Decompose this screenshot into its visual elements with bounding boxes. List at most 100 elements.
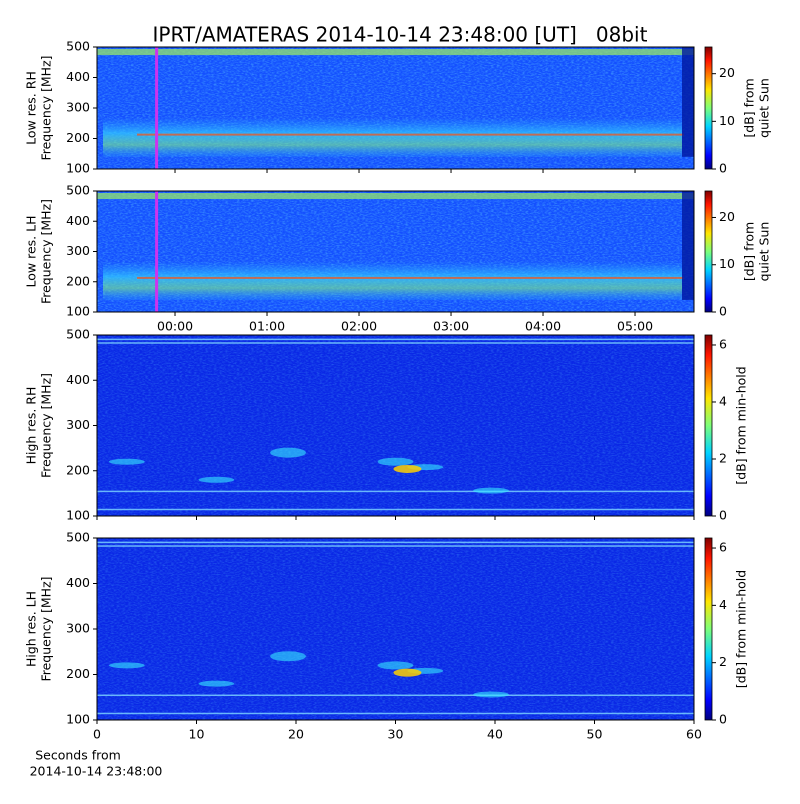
spectrogram-noise: [97, 538, 694, 720]
y-tick-label: 300: [66, 621, 90, 636]
emission-band: [103, 117, 682, 157]
y-tick-label: 500: [66, 183, 90, 198]
x-tick-label: 05:00: [617, 319, 653, 334]
freq-line: [97, 490, 694, 493]
colorbar-tick-label: 10: [719, 113, 735, 128]
colorbar: [704, 537, 713, 721]
colorbar-label: quiet Sun: [757, 222, 772, 282]
y-tick-label: 400: [66, 69, 90, 84]
y-axis-label: Frequency [MHz]: [39, 373, 54, 478]
x-axis-label: Seconds from: [35, 748, 121, 763]
freq-line: [97, 338, 694, 341]
burst-strong: [393, 668, 422, 677]
colorbar: [704, 46, 713, 170]
top-band: [97, 193, 694, 200]
spectrogram-noise: [97, 335, 694, 516]
x-axis-label: 2014-10-14 23:48:00: [30, 764, 163, 779]
y-tick-label: 200: [66, 462, 90, 477]
y-tick-label: 200: [66, 666, 90, 681]
spectrogram: [97, 191, 694, 312]
colorbar-label: [dB] from min-hold: [734, 366, 749, 484]
y-tick-label: 400: [66, 372, 90, 387]
colorbar-tick-label: 6: [719, 540, 727, 555]
y-tick-label: 500: [66, 327, 90, 342]
x-tick-label: 03:00: [433, 319, 469, 334]
burst: [198, 680, 235, 687]
freq-line: [97, 694, 694, 697]
y-axis-label: Frequency [MHz]: [39, 199, 54, 304]
y-axis-label: High res. LH: [24, 591, 39, 667]
colorbar-tick-label: 6: [719, 336, 727, 351]
burst: [108, 458, 145, 465]
x-tick-label: 04:00: [525, 319, 561, 334]
x-tick-label: 0: [93, 727, 101, 742]
y-tick-label: 300: [66, 243, 90, 258]
x-tick-label: 60: [686, 727, 702, 742]
emission-band: [103, 261, 682, 300]
y-tick-label: 300: [66, 100, 90, 115]
colorbar-label: quiet Sun: [757, 78, 772, 138]
y-axis-label: High res. RH: [24, 387, 39, 465]
burst: [377, 661, 414, 670]
strong-line: [137, 276, 684, 279]
colorbar-tick-label: 4: [719, 393, 727, 408]
colorbar-label: [dB] from min-hold: [734, 570, 749, 688]
x-tick-label: 01:00: [249, 319, 285, 334]
colorbar-tick-label: 20: [719, 209, 735, 224]
y-tick-label: 100: [66, 304, 90, 319]
colorbar-tick-label: 2: [719, 654, 727, 669]
top-band: [97, 49, 694, 56]
burst: [473, 487, 509, 494]
freq-line: [97, 545, 694, 547]
y-tick-label: 100: [66, 161, 90, 176]
y-tick-label: 500: [66, 530, 90, 545]
colorbar-label: [dB] from: [742, 78, 757, 137]
x-tick-label: 20: [288, 727, 304, 742]
burst: [270, 651, 306, 662]
colorbar: [704, 334, 713, 517]
colorbar-tick-label: 0: [719, 161, 727, 176]
y-axis-label: Frequency [MHz]: [39, 576, 54, 681]
x-tick-label: 40: [487, 727, 503, 742]
colorbar-tick-label: 0: [719, 508, 727, 523]
colorbar-label: [dB] from: [742, 222, 757, 281]
burst: [377, 457, 414, 466]
burst: [270, 447, 306, 458]
burst: [198, 476, 235, 483]
burst-strong: [393, 464, 422, 473]
y-tick-label: 400: [66, 575, 90, 590]
y-tick-label: 300: [66, 417, 90, 432]
y-tick-label: 500: [66, 39, 90, 54]
spectrogram: [97, 335, 694, 516]
colorbar-tick-label: 0: [719, 304, 727, 319]
y-tick-label: 100: [66, 712, 90, 727]
colorbar-tick-label: 0: [719, 712, 727, 727]
colorbar-tick-label: 10: [719, 256, 735, 271]
strong-line: [137, 133, 684, 136]
y-tick-label: 200: [66, 273, 90, 288]
y-axis-label: Low res. RH: [24, 71, 39, 145]
figure-title: IPRT/AMATERAS 2014-10-14 23:48:00 [UT] 0…: [153, 23, 648, 47]
y-tick-label: 100: [66, 508, 90, 523]
spectrogram: [97, 538, 694, 720]
edge-strip: [682, 47, 694, 157]
colorbar-tick-label: 20: [719, 65, 735, 80]
freq-line: [97, 712, 694, 715]
y-axis-label: Frequency [MHz]: [39, 55, 54, 160]
y-tick-label: 400: [66, 213, 90, 228]
colorbar-tick-label: 2: [719, 450, 727, 465]
burst: [108, 662, 145, 669]
spectrogram: [97, 47, 694, 169]
freq-line: [97, 541, 694, 544]
x-tick-label: 30: [388, 727, 404, 742]
burst: [473, 691, 509, 698]
x-tick-label: 50: [587, 727, 603, 742]
edge-strip: [682, 191, 694, 300]
x-tick-label: 02:00: [341, 319, 377, 334]
colorbar-tick-label: 4: [719, 597, 727, 612]
y-axis-label: Low res. LH: [24, 216, 39, 288]
x-tick-label: 00:00: [157, 319, 193, 334]
freq-line: [97, 508, 694, 511]
colorbar: [704, 190, 713, 313]
